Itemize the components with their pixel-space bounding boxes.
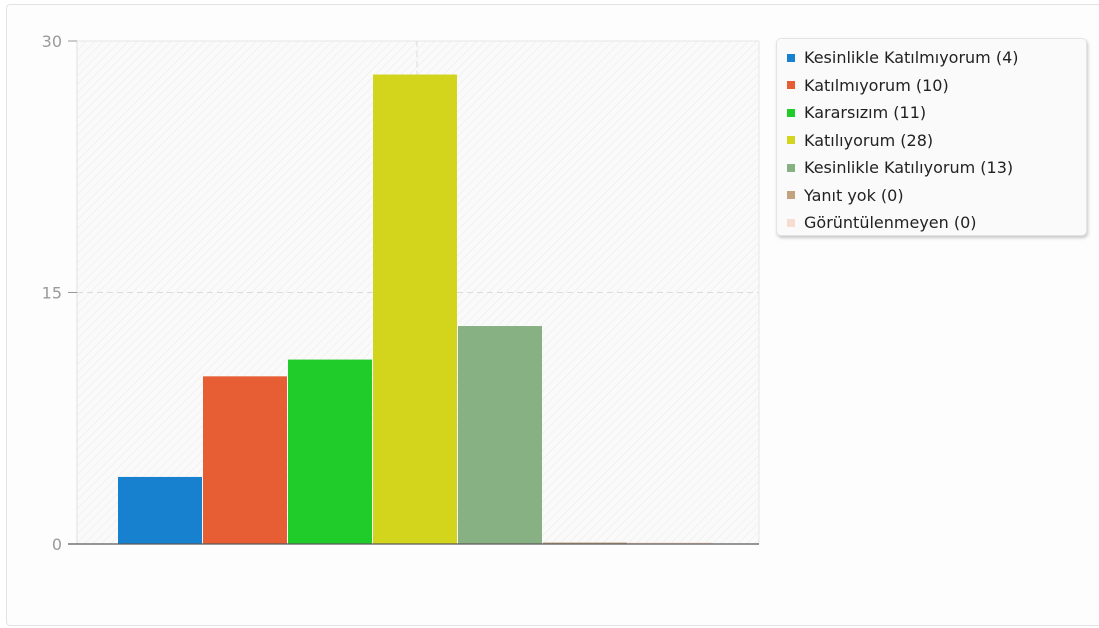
legend-label: Kesinlikle Katılıyorum (13) — [804, 158, 1014, 178]
legend-label: Katılıyorum (28) — [804, 130, 934, 150]
legend-swatch — [787, 108, 795, 117]
legend-label: Kesinlikle Katılmıyorum (4) — [804, 48, 1019, 68]
y-axis: 0 15 30 — [42, 32, 62, 554]
legend-swatch — [787, 136, 795, 145]
bar — [628, 542, 712, 544]
y-tick-label: 0 — [52, 535, 62, 554]
legend-swatch — [787, 218, 795, 227]
axes — [68, 40, 760, 545]
bar — [288, 359, 372, 544]
legend-label: Yanıt yok (0) — [804, 185, 904, 205]
legend-item[interactable]: Kesinlikle Katılmıyorum (4) — [787, 44, 1086, 72]
legend-swatch — [787, 163, 795, 172]
y-tick-label: 30 — [42, 32, 62, 51]
legend-label: Katılmıyorum (10) — [804, 75, 949, 95]
legend-swatch — [787, 191, 795, 200]
legend-item[interactable]: Katılmıyorum (10) — [787, 72, 1086, 100]
legend-label: Kararsızım (11) — [804, 103, 927, 123]
legend-item[interactable]: Yanıt yok (0) — [787, 182, 1086, 210]
bar — [458, 326, 542, 544]
bars — [118, 74, 712, 545]
legend-item[interactable]: Kesinlikle Katılıyorum (13) — [787, 154, 1086, 182]
legend-item[interactable]: Görüntülenmeyen (0) — [787, 209, 1086, 237]
y-tick-label: 15 — [42, 284, 62, 303]
bar — [118, 476, 202, 544]
legend-label: Görüntülenmeyen (0) — [804, 213, 977, 233]
legend-swatch — [787, 53, 795, 62]
legend: Kesinlikle Katılmıyorum (4) Katılmıyorum… — [776, 38, 1087, 236]
bar — [203, 376, 287, 544]
legend-item[interactable]: Kararsızım (11) — [787, 99, 1086, 127]
legend-swatch — [787, 81, 795, 90]
bar — [373, 74, 457, 545]
legend-item[interactable]: Katılıyorum (28) — [787, 127, 1086, 155]
bar — [543, 542, 627, 544]
